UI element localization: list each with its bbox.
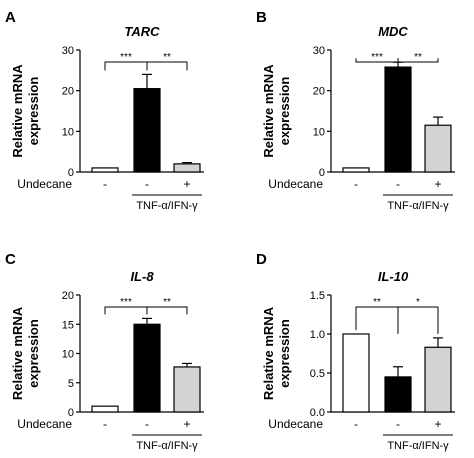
undecane-sign: - bbox=[145, 417, 149, 431]
undecane-sign: - bbox=[354, 417, 358, 431]
panel-letter: D bbox=[256, 251, 267, 268]
undecane-row-label: Undecane bbox=[17, 417, 72, 431]
significance-label: ** bbox=[414, 52, 422, 63]
undecane-sign: + bbox=[183, 417, 190, 431]
y-tick-label: 0.5 bbox=[310, 368, 325, 380]
y-tick-label: 20 bbox=[62, 86, 74, 98]
bar bbox=[173, 163, 201, 173]
y-tick-label: 10 bbox=[62, 349, 74, 361]
panel-letter: B bbox=[256, 9, 267, 26]
bar bbox=[342, 167, 370, 173]
undecane-row-label: Undecane bbox=[268, 417, 323, 431]
bar bbox=[91, 167, 119, 173]
treatment-label: TNF-α/IFN-γ bbox=[387, 440, 449, 452]
undecane-sign: - bbox=[396, 177, 400, 191]
chart-title: MDC bbox=[378, 24, 408, 39]
y-axis-label: Relative mRNA bbox=[10, 306, 25, 400]
y-tick-label: 15 bbox=[62, 319, 74, 331]
y-tick-label: 1.0 bbox=[310, 329, 325, 341]
chart-title: TARC bbox=[124, 24, 160, 39]
significance-label: *** bbox=[371, 52, 383, 63]
y-tick-label: 30 bbox=[62, 45, 74, 57]
undecane-row-label: Undecane bbox=[17, 177, 72, 191]
bar bbox=[342, 333, 370, 413]
y-tick-label: 20 bbox=[313, 86, 325, 98]
undecane-sign: - bbox=[354, 177, 358, 191]
bar bbox=[173, 366, 201, 413]
y-axis-label: Relative mRNA bbox=[10, 64, 25, 158]
treatment-label: TNF-α/IFN-γ bbox=[136, 440, 198, 452]
significance-bracket bbox=[355, 306, 399, 330]
y-axis-label: Relative mRNA bbox=[261, 306, 276, 400]
significance-label: * bbox=[416, 297, 420, 308]
significance-label: ** bbox=[163, 297, 171, 308]
bar bbox=[133, 88, 161, 173]
y-axis-label: expression bbox=[277, 319, 292, 388]
y-tick-label: 0 bbox=[319, 167, 325, 179]
undecane-sign: - bbox=[103, 417, 107, 431]
y-tick-label: 30 bbox=[313, 45, 325, 57]
significance-bracket bbox=[104, 61, 148, 71]
y-axis-label: expression bbox=[26, 77, 41, 146]
y-tick-label: 5 bbox=[68, 378, 74, 390]
significance-label: *** bbox=[120, 52, 132, 63]
y-axis-label: expression bbox=[26, 319, 41, 388]
treatment-label: TNF-α/IFN-γ bbox=[136, 200, 198, 212]
bar bbox=[424, 346, 452, 413]
y-tick-label: 0 bbox=[68, 167, 74, 179]
y-axis-label: Relative mRNA bbox=[261, 64, 276, 158]
y-tick-label: 0.0 bbox=[310, 407, 325, 419]
significance-bracket bbox=[397, 58, 439, 63]
chart-title: IL-8 bbox=[130, 269, 154, 284]
bar bbox=[133, 323, 161, 413]
y-tick-label: 20 bbox=[62, 290, 74, 302]
panel-letter: A bbox=[5, 9, 16, 26]
y-tick-label: 1.5 bbox=[310, 290, 325, 302]
undecane-row-label: Undecane bbox=[268, 177, 323, 191]
undecane-sign: - bbox=[103, 177, 107, 191]
y-tick-label: 0 bbox=[68, 407, 74, 419]
undecane-sign: - bbox=[145, 177, 149, 191]
undecane-sign: - bbox=[396, 417, 400, 431]
bar bbox=[424, 124, 452, 173]
significance-bracket bbox=[104, 306, 148, 315]
treatment-label: TNF-α/IFN-γ bbox=[387, 200, 449, 212]
undecane-sign: + bbox=[434, 417, 441, 431]
y-axis-label: expression bbox=[277, 77, 292, 146]
significance-label: ** bbox=[373, 297, 381, 308]
undecane-sign: + bbox=[434, 177, 441, 191]
significance-bracket bbox=[146, 306, 188, 315]
y-tick-label: 10 bbox=[62, 126, 74, 138]
significance-bracket bbox=[146, 61, 188, 71]
bar bbox=[384, 376, 412, 413]
undecane-sign: + bbox=[183, 177, 190, 191]
panel-d: D IL-10 Relative mRNA expression 0.0 0.5 1.0 1.… bbox=[256, 251, 455, 452]
y-tick-label: 10 bbox=[313, 126, 325, 138]
chart-title: IL-10 bbox=[378, 269, 409, 284]
bar bbox=[91, 405, 119, 413]
significance-bracket bbox=[397, 306, 439, 334]
significance-label: ** bbox=[163, 52, 171, 63]
bar bbox=[384, 66, 412, 173]
significance-label: *** bbox=[120, 297, 132, 308]
panel-letter: C bbox=[5, 251, 16, 268]
